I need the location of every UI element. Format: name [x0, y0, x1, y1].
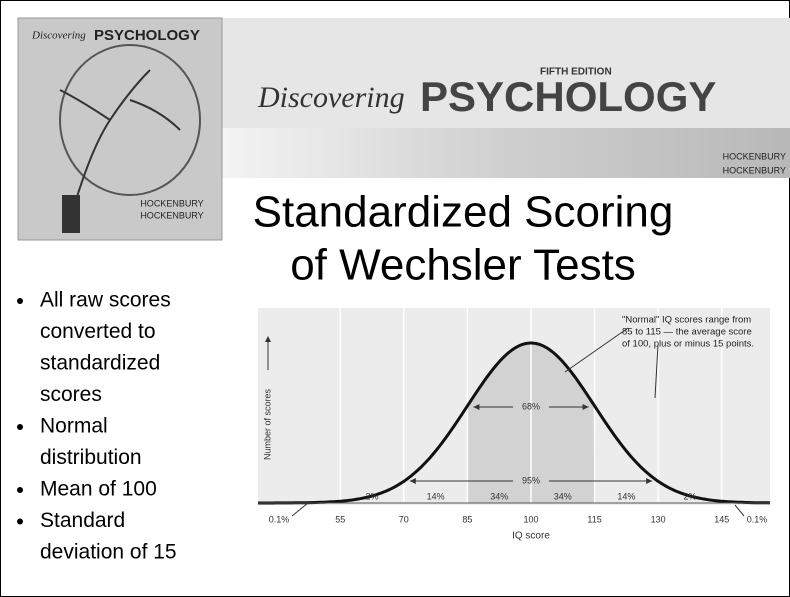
annotation: 85 to 115 — the average score	[622, 327, 752, 338]
cover-author: HOCKENBURY	[140, 198, 203, 208]
band-label: 34%	[490, 491, 508, 501]
band-label: 14%	[427, 491, 445, 501]
header-author: HOCKENBURY	[723, 165, 786, 175]
x-axis-label: IQ score	[512, 531, 550, 542]
header-title: PSYCHOLOGY	[420, 73, 716, 120]
bullet-text: Normal	[40, 415, 108, 438]
x-tick-label: 145	[714, 514, 729, 524]
bullet-dot	[17, 487, 23, 493]
cover-title: PSYCHOLOGY	[94, 27, 200, 44]
bullet-text: converted to	[40, 320, 156, 343]
band-label: 2%	[365, 491, 378, 501]
bullet-text: Mean of 100	[40, 478, 157, 501]
bullet-dot	[17, 519, 23, 525]
x-tick-label: 70	[399, 514, 409, 524]
range-label: 95%	[522, 475, 540, 485]
slide-title: Standardized Scoring	[253, 188, 674, 237]
range-label: 68%	[522, 401, 540, 411]
bullet-text: Standard	[40, 509, 125, 532]
x-tick-label: 100	[523, 514, 538, 524]
cover-figure	[62, 195, 80, 233]
header-script: Discovering	[257, 81, 405, 114]
bullet-text: distribution	[40, 446, 142, 469]
header-author: HOCKENBURY	[723, 151, 786, 161]
x-tick-label: 55	[335, 514, 345, 524]
x-tick-label: 85	[462, 514, 472, 524]
cover-script: Discovering	[31, 30, 86, 42]
header-edition: FIFTH EDITION	[540, 67, 612, 78]
bullet-dot	[17, 298, 23, 304]
y-axis-label: Number of scores	[262, 388, 272, 460]
tail-label: 0.1%	[269, 514, 290, 524]
header-bar	[222, 128, 790, 178]
cover-author: HOCKENBURY	[140, 210, 203, 220]
band-label: 14%	[617, 491, 635, 501]
band-label: 34%	[554, 491, 572, 501]
slide: Discovering PSYCHOLOGY FIFTH EDITION HOC…	[0, 0, 790, 597]
bullet-text: scores	[40, 383, 102, 406]
tail-label: 0.1%	[747, 514, 768, 524]
x-tick-label: 130	[651, 514, 666, 524]
bullet-text: All raw scores	[40, 289, 171, 312]
bullet-text: deviation of 15	[40, 541, 177, 564]
bullet-text: standardized	[40, 352, 160, 375]
annotation: of 100, plus or minus 15 points.	[622, 339, 754, 350]
x-tick-label: 115	[587, 514, 601, 524]
annotation: "Normal" IQ scores range from	[622, 315, 751, 326]
band-label: 2%	[683, 491, 696, 501]
bullet-dot	[17, 424, 23, 430]
slide-title: of Wechsler Tests	[290, 241, 636, 290]
